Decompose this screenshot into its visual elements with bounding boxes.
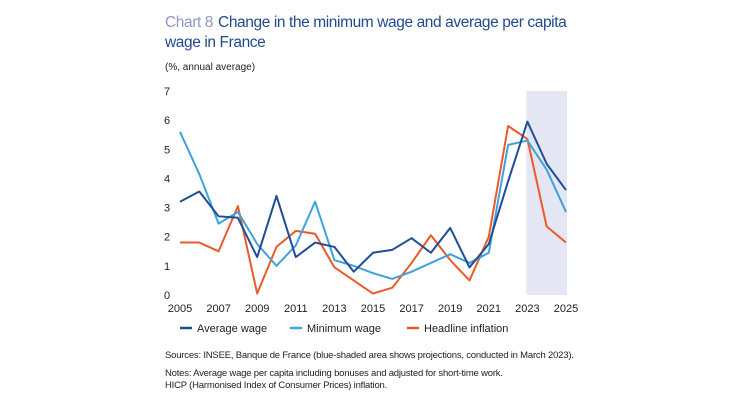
y-tick-label: 1 [164, 261, 170, 273]
legend-label: Average wage [197, 323, 267, 335]
y-tick-label: 2 [164, 232, 170, 244]
chart-number: Chart 8 [165, 14, 214, 31]
series-line-average-wage [179, 120, 567, 273]
x-tick-label: 2009 [245, 303, 269, 315]
y-tick-label: 5 [164, 144, 170, 156]
y-axis-unit: (%, annual average) [165, 62, 256, 73]
x-tick-label: 2005 [168, 303, 192, 315]
x-tick-label: 2013 [322, 303, 346, 315]
sources-text: Sources: INSEE, Banque de France (blue-s… [165, 350, 574, 361]
y-tick-label: 6 [164, 115, 170, 127]
legend-label: Headline inflation [424, 323, 508, 335]
legend-label: Minimum wage [307, 323, 381, 335]
x-tick-label: 2023 [515, 303, 539, 315]
chart-title: Chart 8 Change in the minimum wage and av… [165, 13, 585, 53]
y-tick-label: 0 [164, 290, 170, 302]
x-tick-label: 2007 [206, 303, 230, 315]
y-tick-label: 7 [164, 86, 170, 98]
notes-text-2: HICP (Harmonised Index of Consumer Price… [165, 380, 388, 391]
x-tick-label: 2015 [361, 303, 385, 315]
chart-notes: Sources: INSEE, Banque de France (blue-s… [165, 350, 574, 393]
x-tick-label: 2017 [399, 303, 423, 315]
series-line-headline-inflation [180, 124, 567, 295]
x-tick-label: 2021 [477, 303, 501, 315]
x-tick-label: 2011 [284, 303, 308, 315]
y-tick-label: 3 [164, 203, 170, 215]
series-line-minimum-wage [179, 131, 567, 280]
projection-shaded-area [526, 91, 567, 295]
chart-title-text: Change in the minimum wage and average p… [165, 14, 567, 51]
y-tick-label: 4 [164, 173, 170, 185]
notes-text: Notes: Average wage per capita including… [165, 367, 503, 379]
x-tick-label: 2025 [554, 303, 578, 315]
x-tick-label: 2019 [438, 303, 462, 315]
